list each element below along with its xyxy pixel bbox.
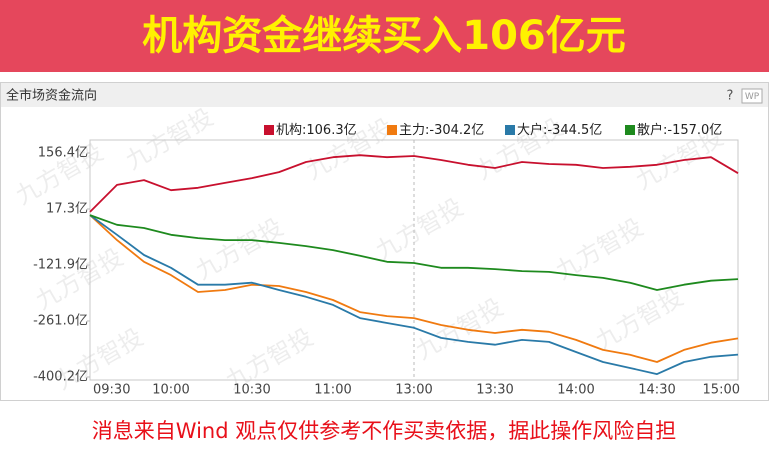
legend-swatch bbox=[625, 125, 635, 135]
legend-swatch bbox=[264, 125, 274, 135]
legend-label: 大户:-344.5亿 bbox=[517, 122, 602, 138]
x-tick-label: 10:30 bbox=[233, 383, 270, 398]
legend-swatch bbox=[505, 125, 515, 135]
legend-label: 机构:106.3亿 bbox=[276, 123, 357, 138]
legend-label: 散户:-157.0亿 bbox=[637, 122, 722, 138]
banner bbox=[0, 0, 769, 72]
x-tick-label: 15:00 bbox=[703, 383, 740, 398]
x-tick-label: 09:30 bbox=[93, 383, 130, 398]
chart-title: 全市场资金流向 bbox=[6, 88, 97, 104]
panel-header bbox=[1, 83, 768, 107]
y-tick-label: -121.9亿 bbox=[33, 257, 88, 272]
x-tick-label: 11:00 bbox=[314, 383, 351, 398]
panel bbox=[0, 82, 769, 401]
y-tick-label: -261.0亿 bbox=[33, 313, 88, 328]
y-tick-label: 17.3亿 bbox=[46, 201, 88, 216]
y-tick-label: -400.2亿 bbox=[33, 369, 88, 384]
wp-icon-box[interactable] bbox=[741, 88, 763, 104]
legend-swatch bbox=[387, 125, 397, 135]
footer: 消息来自Wind 观点仅供参考不作买卖依据，据此操作风险自担 bbox=[92, 419, 676, 443]
wp-icon[interactable]: WP bbox=[745, 92, 760, 102]
legend-label: 主力:-304.2亿 bbox=[399, 123, 484, 138]
series-line bbox=[89, 214, 739, 375]
x-tick-label: 14:00 bbox=[557, 383, 594, 398]
x-tick-label: 10:00 bbox=[152, 383, 189, 398]
plot: 156.4亿 17.3亿 -121.9亿 -261.0亿 -400.2亿 09:30 10:… bbox=[33, 122, 740, 398]
series-line bbox=[89, 214, 739, 363]
series-line bbox=[89, 154, 739, 213]
headline: 机构资金继续买入106亿元 bbox=[142, 13, 626, 59]
x-tick-label: 14:30 bbox=[638, 383, 675, 398]
y-tick-label: 156.4亿 bbox=[38, 145, 88, 160]
help-icon[interactable]: ? bbox=[727, 89, 734, 104]
x-tick-label: 13:30 bbox=[476, 383, 513, 398]
series-line bbox=[89, 214, 739, 291]
x-tick-label: 13:00 bbox=[395, 383, 432, 398]
